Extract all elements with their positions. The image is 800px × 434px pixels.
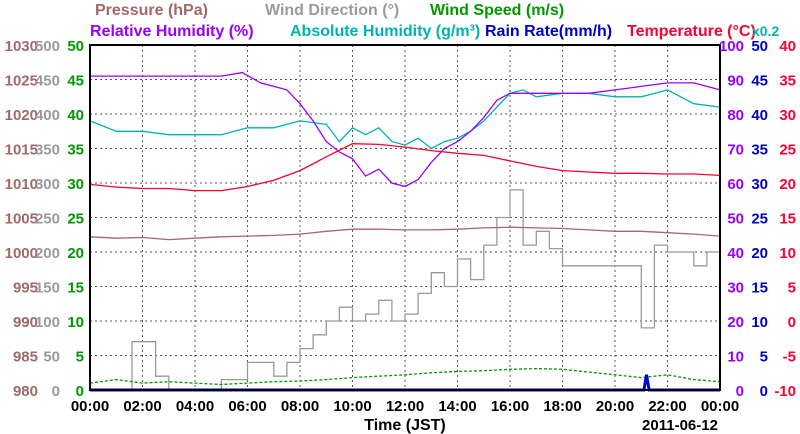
x-tick-label: 18:00	[543, 398, 581, 415]
tick-label-humidity: 30	[727, 280, 744, 297]
tick-label-temperature: 0	[788, 314, 796, 331]
x-tick-label: 10:00	[333, 398, 371, 415]
tick-label-pressure: 990	[13, 314, 38, 331]
tick-label-pressure: 995	[13, 280, 38, 297]
tick-label-wind-direction: 500	[35, 38, 60, 55]
x-axis-label: Time (JST)	[364, 417, 446, 434]
x-tick-label: 00:00	[701, 398, 739, 415]
tick-label-humidity: 0	[736, 383, 744, 400]
tick-label-rain: 0	[760, 383, 768, 400]
tick-label-rain: 10	[751, 314, 768, 331]
tick-label-pressure: 1025	[5, 73, 38, 90]
tick-label-wind-direction: 150	[35, 280, 60, 297]
x-tick-label: 12:00	[386, 398, 424, 415]
tick-label-temperature: 20	[779, 176, 796, 193]
series-line-relative-humidity	[90, 71, 721, 188]
tick-label-pressure: 980	[13, 383, 38, 400]
tick-label-humidity: 60	[727, 176, 744, 193]
tick-label-wind-speed: 10	[67, 314, 84, 331]
tick-label-pressure: 1030	[5, 38, 38, 55]
tick-label-wind-direction: 450	[35, 73, 60, 90]
legend-item: Temperature (°C)	[627, 23, 756, 40]
legend: Pressure (hPa) Wind Direction (°) Wind Spe…	[90, 2, 779, 40]
tick-label-wind-direction: 250	[35, 211, 60, 228]
tick-label-pressure: 1010	[5, 176, 38, 193]
tick-label-humidity: 90	[727, 73, 744, 90]
tick-label-wind-speed: 15	[67, 280, 84, 297]
tick-label-temperature: 10	[779, 245, 796, 262]
legend-item: Relative Humidity (%)	[90, 23, 254, 40]
tick-label-wind-speed: 30	[67, 176, 84, 193]
legend-item: Absolute Humidity (g/m³)	[290, 23, 480, 40]
tick-label-wind-direction: 100	[35, 314, 60, 331]
tick-label-wind-speed: 45	[67, 73, 84, 90]
tick-label-wind-direction: 350	[35, 142, 60, 159]
scale-note: x0.2	[752, 23, 779, 39]
tick-label-temperature: 5	[788, 280, 796, 297]
tick-label-wind-speed: 0	[76, 383, 84, 400]
tick-label-wind-direction: 0	[52, 383, 60, 400]
tick-label-humidity: 10	[727, 349, 744, 366]
legend-item: Wind Speed (m/s)	[430, 2, 564, 19]
tick-label-wind-direction: 200	[35, 245, 60, 262]
tick-label-rain: 40	[751, 107, 768, 124]
tick-label-temperature: 35	[779, 73, 796, 90]
tick-label-wind-speed: 35	[67, 142, 84, 159]
tick-label-rain: 50	[751, 38, 768, 55]
axes-layer: 1030102510201015101010051000995990985980…	[5, 38, 796, 434]
series-line-wind-speed-m-s	[89, 367, 721, 386]
tick-label-wind-speed: 25	[67, 211, 84, 228]
series-line-temperature-c	[89, 143, 721, 192]
x-tick-label: 06:00	[228, 398, 266, 415]
x-tick-label: 00:00	[71, 398, 109, 415]
tick-label-humidity: 20	[727, 314, 744, 331]
legend-item: Pressure (hPa)	[95, 2, 208, 19]
date-label: 2011-06-12	[642, 417, 718, 434]
x-tick-label: 02:00	[123, 398, 161, 415]
legend-item: Wind Direction (°)	[265, 2, 399, 19]
tick-label-humidity: 50	[727, 211, 744, 228]
tick-label-wind-direction: 400	[35, 107, 60, 124]
tick-label-humidity: 40	[727, 245, 744, 262]
series-line-pressure-hpa	[89, 226, 721, 241]
tick-label-wind-speed: 50	[67, 38, 84, 55]
x-tick-label: 16:00	[491, 398, 529, 415]
tick-label-wind-direction: 300	[35, 176, 60, 193]
tick-label-rain: 45	[751, 73, 768, 90]
series-line-wind-direction	[90, 189, 720, 391]
tick-label-temperature: 15	[779, 211, 796, 228]
tick-label-temperature: 25	[779, 142, 796, 159]
x-tick-label: 04:00	[176, 398, 214, 415]
tick-label-wind-speed: 20	[67, 245, 84, 262]
tick-label-rain: 5	[760, 349, 768, 366]
x-tick-label: 14:00	[438, 398, 476, 415]
tick-label-pressure: 1005	[5, 211, 38, 228]
tick-label-temperature: 30	[779, 107, 796, 124]
tick-label-humidity: 80	[727, 107, 744, 124]
tick-label-wind-direction: 50	[43, 349, 60, 366]
tick-label-temperature: 40	[779, 38, 796, 55]
tick-label-humidity: 70	[727, 142, 744, 159]
tick-label-rain: 25	[751, 211, 768, 228]
tick-label-humidity: 100	[719, 38, 744, 55]
tick-label-rain: 30	[751, 176, 768, 193]
plot-frame	[89, 44, 721, 391]
tick-label-wind-speed: 40	[67, 107, 84, 124]
tick-label-pressure: 1020	[5, 107, 38, 124]
x-tick-label: 08:00	[281, 398, 319, 415]
legend-item: Rain Rate(mm/h)	[485, 23, 612, 40]
tick-label-wind-speed: 5	[76, 349, 84, 366]
tick-label-pressure: 985	[13, 349, 38, 366]
tick-label-rain: 35	[751, 142, 768, 159]
tick-label-pressure: 1015	[5, 142, 38, 159]
tick-label-temperature: -10	[774, 383, 796, 400]
x-tick-label: 20:00	[596, 398, 634, 415]
tick-label-rain: 20	[751, 245, 768, 262]
tick-label-temperature: -5	[783, 349, 796, 366]
grid	[90, 45, 720, 390]
tick-label-pressure: 1000	[5, 245, 38, 262]
x-tick-label: 22:00	[648, 398, 686, 415]
tick-label-rain: 15	[751, 280, 768, 297]
